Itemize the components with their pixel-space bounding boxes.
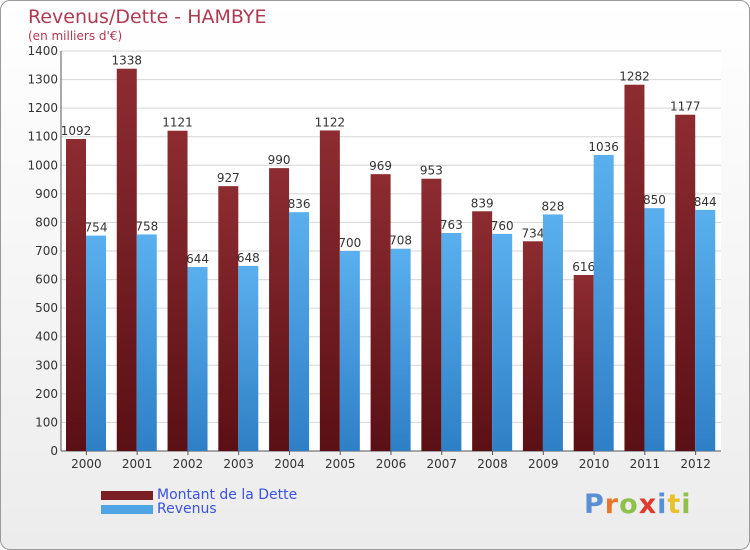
y-tick-label: 1000 bbox=[27, 158, 58, 172]
bar-dette bbox=[573, 275, 594, 451]
bar-dette bbox=[370, 174, 391, 451]
bar-revenus bbox=[339, 251, 360, 451]
data-label-dette: 1282 bbox=[619, 70, 650, 84]
bar-dette bbox=[472, 211, 493, 451]
x-tick-label: 2006 bbox=[376, 457, 407, 471]
logo-letter: t bbox=[667, 489, 682, 520]
bar-revenus bbox=[542, 214, 563, 451]
legend-swatch-revenus bbox=[101, 504, 153, 514]
data-label-dette: 1092 bbox=[61, 124, 92, 138]
bar-dette bbox=[218, 186, 239, 451]
data-label-dette: 969 bbox=[369, 159, 392, 173]
y-tick-label: 600 bbox=[35, 273, 58, 287]
legend-item-dette: Montant de la Dette bbox=[101, 487, 298, 503]
data-label-dette: 990 bbox=[268, 153, 291, 167]
y-tick-label: 1200 bbox=[27, 101, 58, 115]
data-label-dette: 734 bbox=[521, 226, 544, 240]
data-label-revenus: 1036 bbox=[588, 140, 619, 154]
bar-dette bbox=[66, 139, 86, 451]
legend-item-revenus: Revenus bbox=[101, 501, 217, 517]
data-label-dette: 616 bbox=[572, 260, 595, 274]
bar-revenus bbox=[136, 234, 157, 451]
data-label-dette: 1121 bbox=[162, 116, 193, 130]
logo-letter: i bbox=[681, 489, 692, 520]
data-label-revenus: 836 bbox=[288, 197, 311, 211]
data-label-dette: 927 bbox=[217, 171, 240, 185]
x-tick-label: 2001 bbox=[122, 457, 153, 471]
bar-dette bbox=[421, 178, 442, 451]
chart-subtitle: (en milliers d'€) bbox=[28, 29, 123, 43]
bar-revenus bbox=[187, 267, 208, 451]
y-tick-label: 700 bbox=[35, 244, 58, 258]
data-label-revenus: 844 bbox=[694, 195, 717, 209]
bar-revenus bbox=[238, 265, 259, 451]
data-label-revenus: 760 bbox=[491, 219, 514, 233]
bar-dette bbox=[624, 84, 645, 451]
x-tick-label: 2004 bbox=[274, 457, 305, 471]
data-label-dette: 839 bbox=[471, 196, 494, 210]
bar-revenus bbox=[441, 233, 462, 451]
data-label-dette: 1177 bbox=[670, 100, 701, 114]
y-tick-label: 300 bbox=[35, 358, 58, 372]
data-label-revenus: 758 bbox=[135, 219, 158, 233]
logo-letter: x bbox=[638, 489, 658, 520]
bar-dette bbox=[675, 114, 696, 451]
logo-letter: P bbox=[584, 489, 605, 520]
bar-revenus bbox=[644, 208, 665, 451]
y-tick-label: 0 bbox=[50, 444, 58, 458]
data-label-revenus: 708 bbox=[389, 234, 412, 248]
legend-label-dette: Montant de la Dette bbox=[157, 487, 298, 503]
bar-dette bbox=[167, 130, 188, 451]
data-label-dette: 1122 bbox=[315, 115, 346, 129]
y-tick-label: 100 bbox=[35, 415, 58, 429]
bar-revenus bbox=[492, 233, 513, 451]
data-label-revenus: 754 bbox=[85, 221, 108, 235]
x-tick-label: 2009 bbox=[528, 457, 559, 471]
data-label-revenus: 700 bbox=[338, 236, 361, 250]
data-label-revenus: 644 bbox=[186, 252, 209, 266]
x-tick-label: 2010 bbox=[579, 457, 610, 471]
y-tick-label: 1400 bbox=[27, 44, 58, 58]
y-tick-label: 800 bbox=[35, 215, 58, 229]
chart-title: Revenus/Dette - HAMBYE bbox=[28, 6, 267, 28]
x-tick-label: 2007 bbox=[426, 457, 457, 471]
logo-letter: i bbox=[657, 489, 668, 520]
x-tick-label: 2000 bbox=[71, 457, 102, 471]
x-tick-label: 2008 bbox=[477, 457, 508, 471]
legend-label-revenus: Revenus bbox=[157, 501, 217, 517]
x-tick-label: 2012 bbox=[680, 457, 711, 471]
data-label-revenus: 763 bbox=[440, 218, 463, 232]
bar-dette bbox=[269, 168, 290, 451]
x-tick-label: 2005 bbox=[325, 457, 356, 471]
data-label-revenus: 828 bbox=[541, 199, 564, 213]
bar-dette bbox=[319, 130, 340, 451]
bar-revenus bbox=[593, 155, 614, 451]
bar-dette bbox=[116, 68, 137, 451]
x-tick-label: 2011 bbox=[630, 457, 661, 471]
logo-letter: o bbox=[619, 489, 639, 520]
y-tick-label: 400 bbox=[35, 330, 58, 344]
bar-revenus bbox=[390, 248, 411, 451]
data-label-revenus: 648 bbox=[237, 251, 260, 265]
data-label-dette: 1338 bbox=[111, 54, 142, 68]
x-tick-label: 2003 bbox=[223, 457, 254, 471]
x-tick-label: 2002 bbox=[173, 457, 204, 471]
bar-revenus bbox=[86, 235, 106, 451]
bar-revenus bbox=[289, 212, 310, 451]
bar-dette bbox=[522, 241, 543, 451]
y-tick-label: 500 bbox=[35, 301, 58, 315]
y-tick-label: 1300 bbox=[27, 73, 58, 87]
y-tick-label: 900 bbox=[35, 187, 58, 201]
logo-letter: r bbox=[604, 489, 620, 520]
proxiti-logo: Proxiti bbox=[584, 489, 692, 520]
data-label-revenus: 850 bbox=[643, 193, 666, 207]
legend-swatch-dette bbox=[101, 490, 153, 500]
y-tick-label: 1100 bbox=[27, 130, 58, 144]
y-tick-label: 200 bbox=[35, 387, 58, 401]
bar-revenus bbox=[695, 209, 716, 451]
data-label-dette: 953 bbox=[420, 164, 443, 178]
